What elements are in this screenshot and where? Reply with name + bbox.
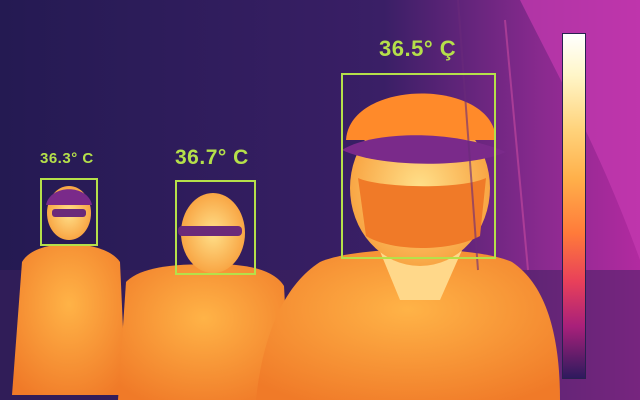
detection-box-person-3 bbox=[341, 73, 496, 259]
temperature-label-person-2: 36.7° C bbox=[175, 146, 249, 169]
temperature-label-person-3: 36.5° Ç bbox=[379, 36, 457, 61]
temperature-label-person-1: 36.3° C bbox=[40, 150, 94, 167]
thermal-scale-bar-icon bbox=[562, 33, 586, 379]
detection-box-person-2 bbox=[175, 180, 256, 275]
detection-box-person-1 bbox=[40, 178, 98, 246]
